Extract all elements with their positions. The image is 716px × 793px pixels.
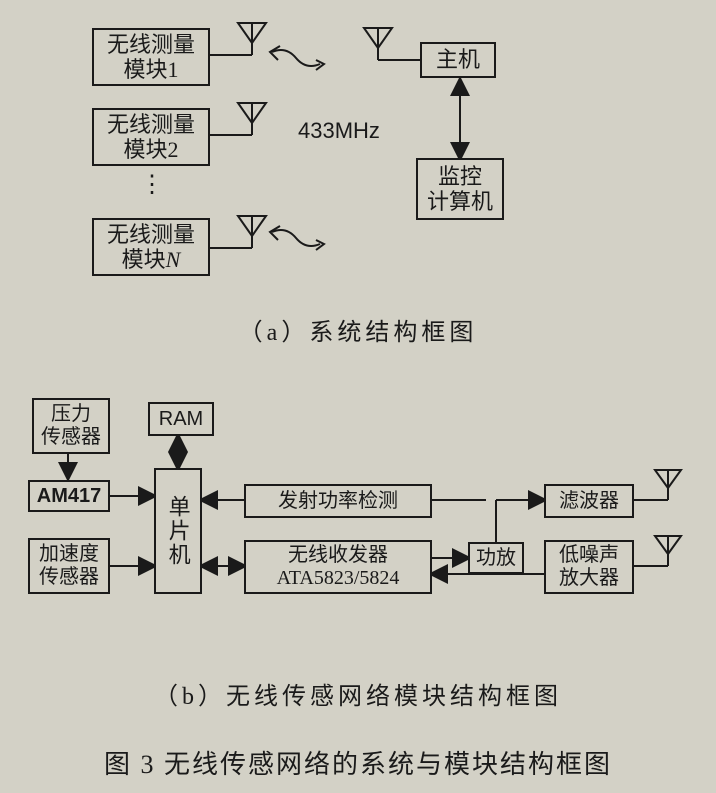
caption-a: （a）系统结构框图 (0, 312, 716, 347)
accel-sensor-label: 加速度 传感器 (39, 543, 99, 589)
main-caption: 图 3 无线传感网络的系统与模块结构框图 (0, 744, 716, 781)
pa-box: 功放 (468, 542, 524, 574)
transceiver-box: 无线收发器 ATA5823/5824 (244, 540, 432, 594)
host-box: 主机 (420, 42, 496, 78)
mcu-box: 单片机 (154, 468, 202, 594)
module-1-box: 无线测量 模块1 (92, 28, 210, 86)
host-label: 主机 (436, 47, 480, 72)
module-1-label: 无线测量 模块1 (107, 32, 195, 83)
caption-b: （b）无线传感网络模块结构框图 (0, 676, 716, 711)
module-2-label: 无线测量 模块2 (107, 112, 195, 163)
transceiver-label: 无线收发器 ATA5823/5824 (277, 544, 400, 590)
tx-power-box: 发射功率检测 (244, 484, 432, 518)
module-2-box: 无线测量 模块2 (92, 108, 210, 166)
ram-label: RAM (159, 408, 203, 431)
tx-power-label: 发射功率检测 (278, 490, 398, 513)
monitor-label: 监控 计算机 (427, 164, 493, 215)
module-dots: ⋮ (140, 170, 164, 199)
accel-sensor-box: 加速度 传感器 (28, 538, 110, 594)
module-n-box: 无线测量模块N (92, 218, 210, 276)
ram-box: RAM (148, 402, 214, 436)
lna-box: 低噪声 放大器 (544, 540, 634, 594)
frequency-label: 433MHz (298, 118, 380, 144)
pressure-sensor-box: 压力 传感器 (32, 398, 110, 454)
pressure-sensor-label: 压力 传感器 (41, 403, 101, 449)
module-n-label: 无线测量模块N (107, 222, 195, 273)
am417-box: AM417 (28, 480, 110, 512)
pa-label: 功放 (476, 547, 516, 570)
monitor-box: 监控 计算机 (416, 158, 504, 220)
filter-box: 滤波器 (544, 484, 634, 518)
lna-label: 低噪声 放大器 (559, 544, 619, 590)
filter-label: 滤波器 (559, 490, 619, 513)
am417-label: AM417 (37, 485, 101, 508)
mcu-label: 单片机 (165, 495, 190, 567)
